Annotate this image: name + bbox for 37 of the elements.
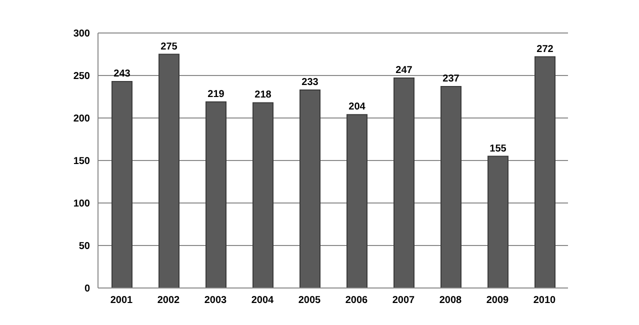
data-label: 204 xyxy=(348,102,366,113)
data-label: 272 xyxy=(536,44,554,55)
bar xyxy=(488,156,508,288)
bar xyxy=(112,80,132,288)
bar xyxy=(346,114,368,288)
x-tick-label: 2006 xyxy=(345,295,368,306)
bar xyxy=(394,78,414,288)
data-label: 219 xyxy=(208,88,225,100)
x-tick-label: 2005 xyxy=(298,295,322,306)
y-tick-label: 300 xyxy=(73,28,90,40)
x-tick-label: 2008 xyxy=(439,295,462,306)
x-tick-label: 2004 xyxy=(251,295,274,306)
data-label: 237 xyxy=(442,74,460,85)
bar xyxy=(206,101,226,288)
data-label: 233 xyxy=(302,76,319,88)
y-tick-label: 50 xyxy=(78,241,90,252)
bar xyxy=(300,89,320,288)
y-tick-label: 200 xyxy=(73,114,90,125)
data-label: 155 xyxy=(490,143,507,154)
data-label: 218 xyxy=(254,90,272,101)
data-label: 247 xyxy=(396,65,413,76)
y-tick-label: 0 xyxy=(84,284,90,295)
x-tick-label: 2002 xyxy=(157,295,180,306)
bar xyxy=(158,54,180,288)
x-tick-label: 2003 xyxy=(204,295,228,306)
bar xyxy=(440,86,462,288)
y-tick-label: 250 xyxy=(73,71,90,82)
x-tick-label: 2010 xyxy=(533,295,556,306)
x-tick-label: 2009 xyxy=(486,295,510,306)
data-label: 275 xyxy=(160,41,178,52)
x-tick-label: 2007 xyxy=(392,295,416,306)
y-tick-label: 100 xyxy=(73,198,90,210)
y-tick-label: 150 xyxy=(73,156,90,168)
data-label: 243 xyxy=(114,68,131,80)
bar xyxy=(252,102,274,288)
bar xyxy=(534,56,556,288)
x-tick-label: 2001 xyxy=(110,295,134,306)
